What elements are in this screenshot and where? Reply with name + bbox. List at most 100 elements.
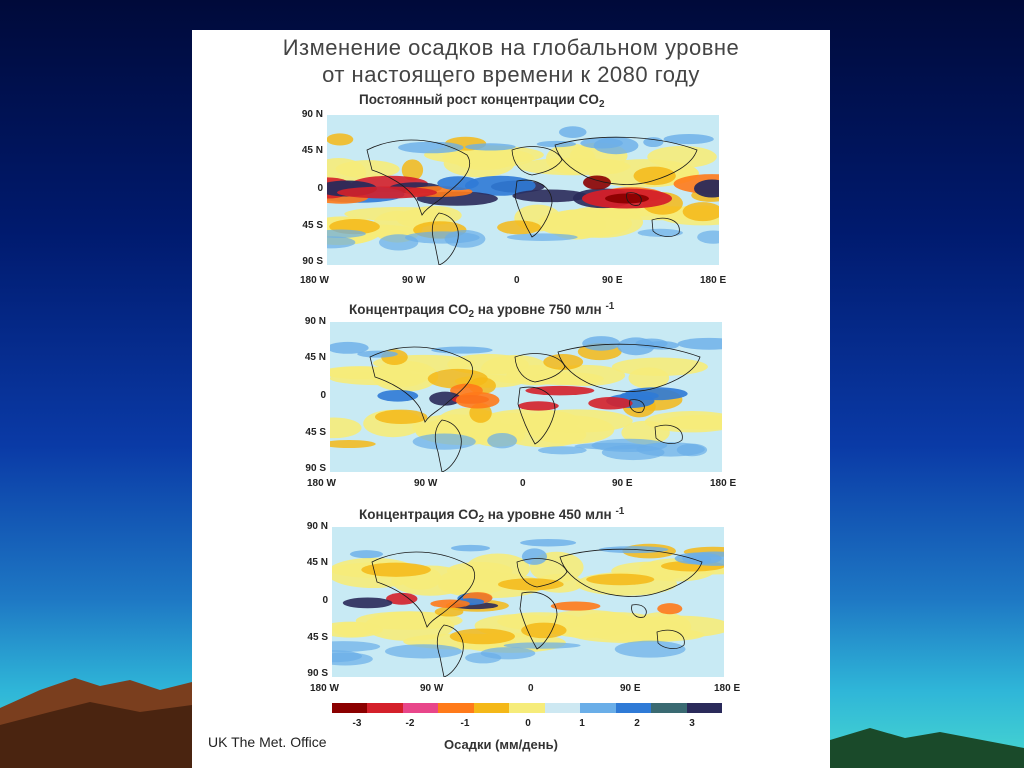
precip-contour	[543, 354, 584, 370]
precip-contour	[401, 159, 424, 181]
slide-title: Изменение осадков на глобальном уровне о…	[192, 34, 830, 88]
precip-contour	[637, 228, 683, 237]
colorbar-tick: 3	[689, 718, 695, 729]
precip-contour	[330, 440, 376, 449]
precip-contour	[332, 652, 373, 666]
colorbar-tick: -3	[352, 718, 362, 729]
precip-contour	[521, 548, 548, 565]
coastline	[436, 624, 464, 677]
coastline	[519, 591, 558, 650]
colorbar-swatch	[473, 703, 510, 713]
coastline	[626, 192, 642, 206]
precip-contour	[633, 166, 676, 186]
precip-contour	[580, 137, 623, 149]
title-line-1: Изменение осадков на глобальном уровне	[282, 35, 740, 60]
precip-contour	[361, 562, 431, 577]
colorbar-tick: 0	[525, 718, 531, 729]
colorbar-tick: 2	[634, 718, 640, 729]
precip-contour	[506, 233, 578, 241]
mountain-right	[830, 728, 1024, 768]
precip-contour	[525, 385, 595, 396]
colorbar-swatch	[402, 703, 439, 713]
precip-contour	[682, 202, 719, 222]
precip-contour	[349, 550, 384, 559]
precip-contour	[537, 446, 587, 455]
precip-contour	[582, 336, 621, 351]
coastline	[557, 343, 701, 392]
precip-contour	[384, 644, 462, 659]
coastline	[371, 551, 475, 628]
coastline	[651, 217, 680, 237]
precip-contour	[512, 189, 588, 203]
title-line-2: от настоящего времени к 2080 году	[322, 62, 700, 87]
precip-contour	[412, 433, 476, 450]
colorbar-tick: -1	[460, 718, 470, 729]
precip-contour	[643, 137, 664, 148]
precip-contour	[398, 141, 464, 154]
lat-label: 90 N	[304, 316, 326, 327]
precip-contour	[562, 616, 688, 643]
precip-contour	[455, 392, 500, 409]
precip-contour	[558, 126, 587, 139]
precip-contour	[332, 641, 381, 652]
lat-label: 45 N	[301, 145, 323, 156]
precip-contour	[465, 652, 502, 664]
panel-2-title: Концентрация CO2 на уровне 750 млн -1	[349, 301, 615, 320]
precip-contour	[465, 143, 516, 151]
precip-contour	[677, 337, 722, 350]
lon-label: 90 E	[602, 275, 623, 286]
lon-label: 0	[528, 683, 534, 694]
colorbar-swatch	[580, 703, 617, 713]
precip-contour	[601, 444, 665, 461]
precip-contour	[446, 561, 513, 580]
coastline	[431, 212, 459, 265]
lat-label: 45 N	[306, 557, 328, 568]
lon-label: 180 E	[710, 478, 737, 489]
lon-label: 180 E	[700, 275, 727, 286]
precip-contour	[429, 391, 461, 406]
precip-contour	[377, 389, 419, 402]
coastline	[434, 419, 462, 472]
coastline	[559, 548, 703, 597]
colorbar-swatch	[367, 703, 404, 713]
slide: Изменение осадков на глобальном уровне о…	[192, 30, 830, 768]
lat-label: 45 S	[307, 632, 328, 643]
precip-contour	[330, 417, 362, 439]
lat-label: 45 N	[304, 352, 326, 363]
credit-text: UK The Met. Office	[208, 734, 327, 750]
lat-label: 90 N	[301, 109, 323, 120]
lon-label: 90 E	[612, 478, 633, 489]
lon-label: 0	[514, 275, 520, 286]
colorbar-swatch	[686, 703, 723, 713]
colorbar-label: Осадки (мм/день)	[444, 737, 558, 752]
lon-label: 90 E	[620, 683, 641, 694]
coastline	[631, 604, 647, 618]
lon-label: 180 W	[310, 683, 339, 694]
precip-contour	[430, 599, 470, 608]
coastline	[366, 139, 470, 216]
precip-contour	[386, 592, 418, 605]
precip-contour	[337, 186, 437, 199]
colorbar-swatch	[509, 703, 546, 713]
coastline	[369, 346, 473, 423]
precip-contour	[357, 350, 398, 358]
precip-contour	[682, 551, 724, 566]
precip-contour	[327, 229, 366, 238]
precip-contour	[619, 391, 659, 401]
lon-label: 180 E	[714, 683, 741, 694]
lon-label: 180 W	[307, 478, 336, 489]
lat-label: 0	[320, 389, 326, 401]
coastline	[656, 629, 685, 649]
coastline	[517, 386, 556, 445]
precip-contour	[628, 367, 670, 389]
precip-contour	[487, 432, 518, 449]
precip-contour	[481, 355, 550, 384]
lon-label: 90 W	[402, 275, 426, 286]
precip-contour	[520, 539, 577, 547]
precip-contour	[536, 140, 577, 148]
precip-contour	[503, 642, 581, 649]
precip-contour	[344, 207, 452, 221]
precip-contour	[694, 179, 719, 198]
precip-map-2	[330, 322, 722, 472]
panel-3-title: Концентрация CO2 на уровне 450 млн -1	[359, 506, 625, 525]
